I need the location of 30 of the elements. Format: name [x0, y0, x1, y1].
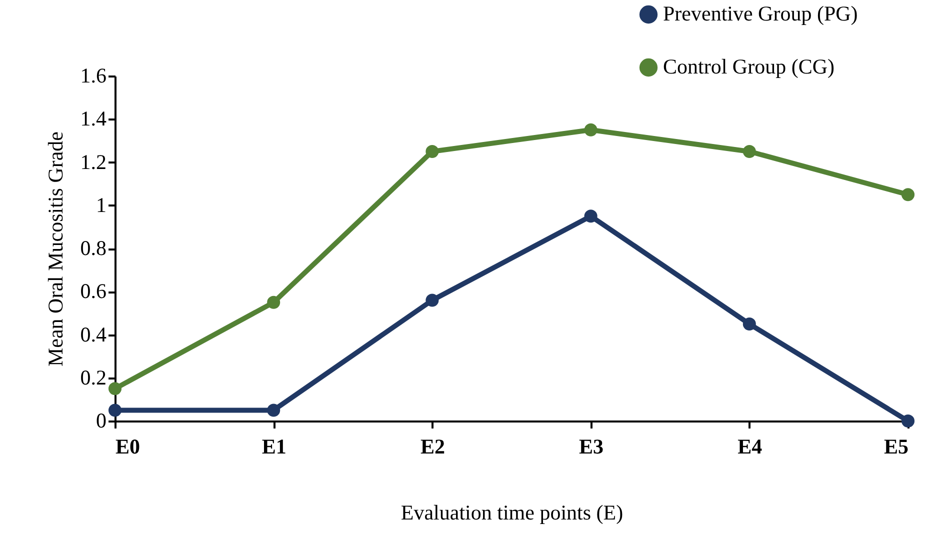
point [742, 144, 756, 158]
point [584, 123, 598, 136]
point [267, 296, 280, 309]
y-tick-label: 0.8 [80, 236, 106, 260]
point [901, 188, 915, 202]
legend-label: Preventive Group (PG) [663, 2, 858, 26]
y-axis-title: Mean Oral Mucositis Grade [43, 131, 68, 367]
point [742, 317, 756, 330]
x-tick-label: E4 [738, 434, 763, 458]
x-tick-label: E3 [579, 434, 604, 458]
y-tick-label: 1.2 [80, 150, 106, 174]
x-axis-title: Evaluation time points (E) [400, 500, 624, 524]
point [426, 294, 439, 307]
y-tick-label: 0.4 [80, 322, 107, 346]
y-tick-label: 0 [96, 408, 106, 432]
point [108, 382, 122, 396]
point [584, 210, 598, 223]
y-tick-label: 1.6 [80, 64, 106, 88]
x-tick-label: E0 [116, 434, 140, 458]
y-tick-label: 0.6 [80, 279, 106, 304]
x-tick-label: E2 [420, 434, 445, 458]
x-tick-label: E5 [884, 434, 908, 458]
point [108, 404, 122, 417]
point [426, 144, 439, 158]
x-tick-label: E1 [262, 434, 286, 458]
y-tick-label: 1.4 [80, 106, 107, 131]
legend-label: Control Group (CG) [663, 54, 834, 78]
point [267, 404, 280, 417]
y-tick-label: 1 [96, 192, 106, 217]
y-tick-label: 0.2 [80, 365, 106, 390]
